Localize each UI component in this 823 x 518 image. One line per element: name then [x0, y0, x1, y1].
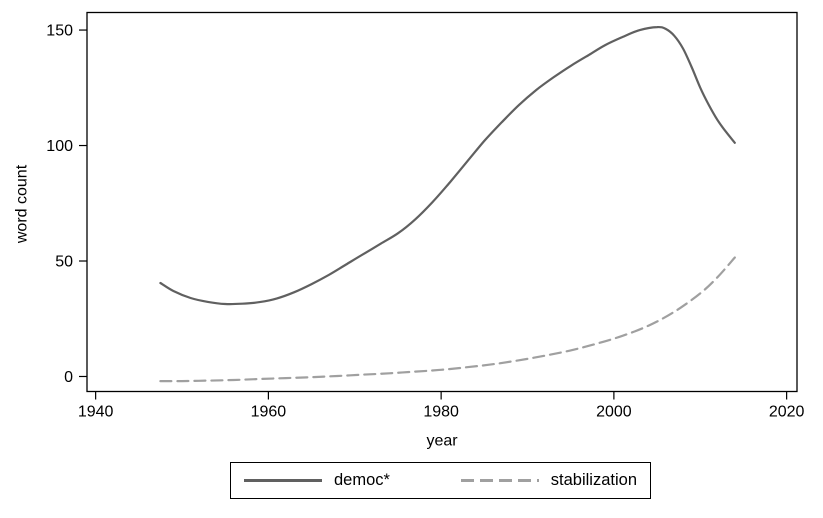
x-tick-label-2020: 2020 — [769, 404, 805, 421]
x-tick-label-1980: 1980 — [423, 404, 459, 421]
democ-line-swatch — [244, 479, 322, 482]
stabilization-line-swatch — [460, 479, 539, 482]
legend-item-democ: democ* — [244, 471, 390, 490]
x-tick-label-2000: 2000 — [596, 404, 632, 421]
y-tick-label-0: 0 — [64, 369, 73, 386]
series-line-stabilization — [159, 256, 736, 383]
y-tick-label-100: 100 — [46, 138, 73, 155]
x-tick-label-1960: 1960 — [251, 404, 287, 421]
plot-frame — [86, 11, 798, 393]
legend-box: democ* stabilization — [230, 462, 651, 499]
legend-label-democ: democ* — [334, 471, 390, 489]
series-line-democ — [159, 25, 736, 306]
y-tick-label-150: 150 — [46, 23, 73, 40]
x-axis-title: year — [426, 433, 458, 450]
y-tick-label-50: 50 — [55, 254, 73, 271]
legend-label-stabilization: stabilization — [550, 471, 637, 489]
x-tick-label-1940: 1940 — [78, 404, 114, 421]
y-axis-title: word count — [14, 164, 31, 244]
legend-item-stabilization: stabilization — [460, 471, 637, 490]
